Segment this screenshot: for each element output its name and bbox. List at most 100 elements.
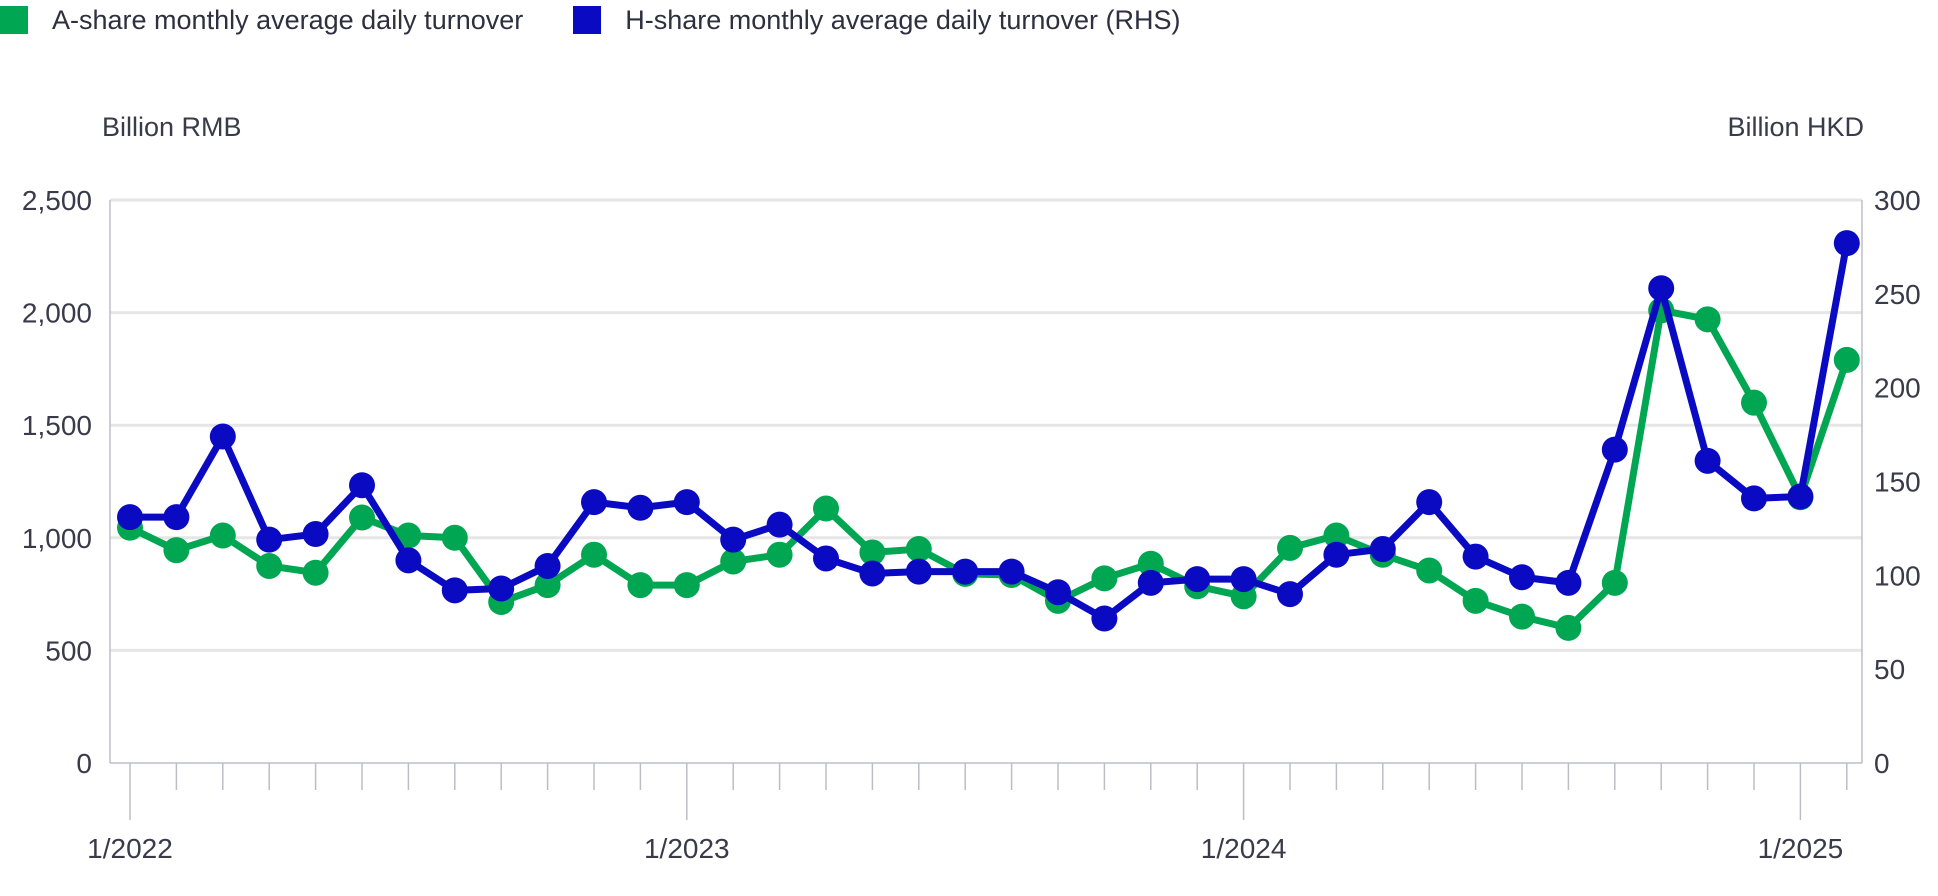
a-share-point bbox=[1277, 534, 1303, 561]
h-share-line bbox=[130, 242, 1851, 622]
x-tick-label: 1/2023 bbox=[644, 833, 730, 864]
h-share-point bbox=[720, 526, 747, 553]
h-share-point bbox=[905, 558, 932, 585]
a-share-point bbox=[720, 548, 747, 575]
a-share-point bbox=[1462, 587, 1489, 614]
series-a-share bbox=[117, 297, 1860, 641]
a-share-point bbox=[859, 539, 886, 566]
a-share-point bbox=[441, 524, 468, 551]
y-right-tick-label: 200 bbox=[1874, 373, 1921, 404]
a-share-point bbox=[395, 522, 422, 549]
a-share-point bbox=[581, 541, 607, 568]
h-share-point bbox=[673, 489, 700, 516]
legend-label-a-share: A-share monthly average daily turnover bbox=[52, 4, 524, 35]
a-share-point bbox=[1833, 346, 1860, 373]
a-share-point bbox=[349, 504, 375, 531]
x-tick-label: 1/2022 bbox=[87, 833, 173, 864]
x-tick-label: 1/2025 bbox=[1758, 833, 1844, 864]
y-left-tick-label: 2,500 bbox=[22, 185, 92, 216]
legend-item-a-share: A-share monthly average daily turnover bbox=[0, 5, 523, 36]
a-share-line bbox=[128, 306, 1851, 632]
h-share-point bbox=[1833, 230, 1860, 257]
a-share-point bbox=[1741, 389, 1767, 416]
h-share-point bbox=[952, 558, 979, 585]
h-share-point bbox=[349, 472, 375, 499]
a-share-point bbox=[1091, 565, 1118, 592]
h-share-point bbox=[1741, 485, 1767, 512]
series-h-share bbox=[117, 230, 1860, 632]
h-share-point bbox=[441, 577, 468, 604]
h-share-point bbox=[1277, 581, 1303, 608]
y-left-tick-label: 1,000 bbox=[22, 523, 92, 554]
axes: 0 500 1,000 1,500 2,000 2,500 0 50 100 150 200 250 3… bbox=[22, 185, 1921, 864]
y-right-tick-label: 250 bbox=[1874, 279, 1921, 310]
a-share-point bbox=[256, 552, 283, 579]
h-share-point bbox=[1323, 541, 1350, 568]
legend-swatch-a-share bbox=[0, 6, 28, 34]
a-share-point bbox=[534, 572, 561, 599]
a-share-point bbox=[627, 572, 654, 599]
x-tick-label: 1/2024 bbox=[1201, 833, 1287, 864]
h-share-point bbox=[1509, 564, 1535, 591]
h-share-point bbox=[395, 547, 422, 574]
h-share-point bbox=[1555, 569, 1582, 596]
h-share-point bbox=[581, 489, 607, 516]
h-share-point bbox=[163, 504, 190, 531]
h-share-point bbox=[117, 504, 143, 531]
h-share-point bbox=[859, 560, 886, 587]
y-right-tick-label: 50 bbox=[1874, 654, 1905, 685]
h-share-point bbox=[302, 521, 329, 548]
legend-swatch-h-share bbox=[573, 6, 602, 34]
h-share-point bbox=[1601, 436, 1628, 463]
y-right-tick-label: 0 bbox=[1874, 748, 1890, 779]
grid-lines bbox=[110, 198, 1862, 652]
h-share-point bbox=[1091, 605, 1118, 632]
left-axis-unit: Billion RMB bbox=[102, 112, 242, 142]
a-share-point bbox=[1416, 557, 1443, 584]
a-share-point bbox=[163, 537, 190, 564]
right-axis-unit: Billion HKD bbox=[1727, 112, 1864, 142]
a-share-point bbox=[766, 541, 793, 568]
y-right-tick-label: 100 bbox=[1874, 560, 1921, 591]
h-share-point bbox=[534, 552, 561, 579]
h-share-point bbox=[627, 494, 654, 521]
h-share-point bbox=[766, 511, 793, 538]
a-share-point bbox=[1601, 569, 1628, 596]
a-share-point bbox=[1137, 550, 1164, 577]
a-share-point bbox=[1323, 522, 1350, 549]
h-share-point bbox=[1369, 536, 1396, 563]
legend-item-h-share: H-share monthly average daily turnover (… bbox=[573, 5, 1180, 36]
legend-label-h-share: H-share monthly average daily turnover (… bbox=[625, 4, 1181, 35]
h-share-point bbox=[256, 526, 283, 553]
y-left-tick-label: 2,000 bbox=[22, 298, 92, 329]
h-share-point bbox=[1694, 447, 1721, 474]
legend: A-share monthly average daily turnover H… bbox=[0, 0, 1230, 40]
a-share-point bbox=[1509, 603, 1535, 630]
a-share-point bbox=[302, 559, 329, 586]
y-left-tick-label: 0 bbox=[76, 748, 92, 779]
a-share-point bbox=[813, 495, 839, 522]
series-layer bbox=[117, 230, 1860, 641]
h-share-point bbox=[1184, 566, 1211, 593]
h-share-point bbox=[488, 575, 515, 602]
a-share-point bbox=[209, 522, 236, 549]
y-right-tick-label: 150 bbox=[1874, 467, 1921, 498]
a-share-point bbox=[905, 536, 932, 563]
h-share-point bbox=[1230, 566, 1257, 593]
a-share-point bbox=[673, 572, 700, 599]
h-share-point bbox=[813, 545, 839, 572]
h-share-point bbox=[209, 423, 236, 450]
h-share-point bbox=[1137, 569, 1164, 596]
a-share-point bbox=[1555, 614, 1582, 641]
h-share-point bbox=[1648, 275, 1675, 302]
y-left-tick-label: 500 bbox=[45, 635, 92, 666]
y-left-tick-label: 1,500 bbox=[22, 410, 92, 441]
a-share-point bbox=[1694, 306, 1721, 333]
h-share-point bbox=[998, 558, 1025, 585]
h-share-point bbox=[1462, 543, 1489, 570]
h-share-point bbox=[1787, 483, 1814, 510]
y-right-tick-label: 300 bbox=[1874, 185, 1921, 216]
h-share-point bbox=[1416, 489, 1443, 516]
